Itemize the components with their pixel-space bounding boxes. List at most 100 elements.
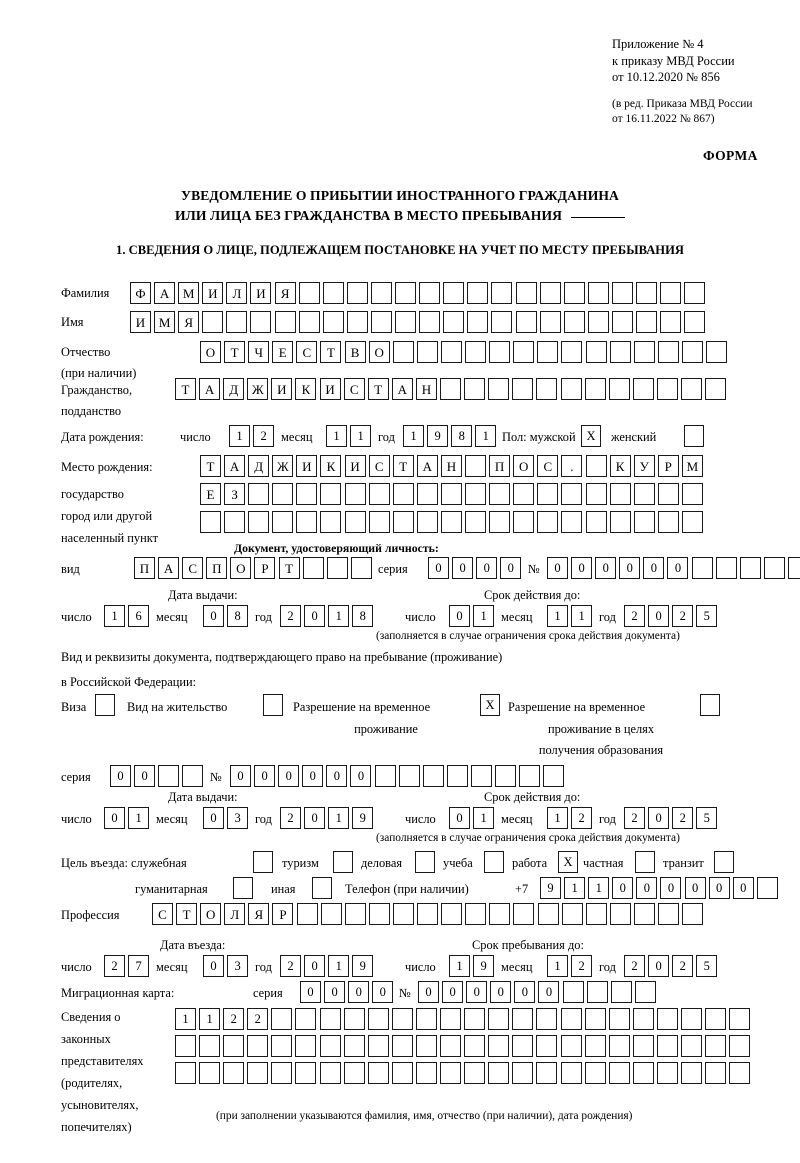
char-cell[interactable] [536, 1008, 558, 1030]
char-cell[interactable] [415, 1035, 437, 1057]
char-cell[interactable]: 2 [672, 807, 694, 829]
purpose-business-checkbox[interactable] [415, 851, 435, 873]
char-cell[interactable] [271, 1062, 293, 1084]
char-cell[interactable] [660, 311, 682, 333]
char-cell[interactable]: Л [226, 282, 248, 304]
char-cell[interactable] [415, 1062, 437, 1084]
char-cell[interactable] [247, 1035, 269, 1057]
char-cell[interactable]: И [319, 378, 341, 400]
char-cell[interactable] [489, 903, 511, 925]
char-cell[interactable] [368, 903, 390, 925]
char-cell[interactable]: 0 [449, 807, 470, 829]
char-cell[interactable]: М [681, 455, 703, 477]
char-cell[interactable] [199, 1035, 221, 1057]
temp-edu-checkbox[interactable] [700, 694, 720, 716]
char-cell[interactable] [443, 311, 465, 333]
char-cell[interactable] [680, 378, 702, 400]
char-cell[interactable]: 0 [619, 557, 641, 579]
char-cell[interactable]: О [230, 557, 252, 579]
char-cell[interactable] [415, 1008, 437, 1030]
char-cell[interactable]: М [178, 282, 200, 304]
char-cell[interactable] [419, 282, 441, 304]
char-cell[interactable]: 0 [660, 877, 682, 899]
char-cell[interactable]: З [224, 483, 246, 505]
char-cell[interactable]: 0 [612, 877, 634, 899]
char-cell[interactable] [271, 1008, 293, 1030]
char-cell[interactable] [344, 483, 366, 505]
char-cell[interactable]: 6 [128, 605, 150, 627]
char-cell[interactable] [250, 311, 272, 333]
char-cell[interactable] [787, 557, 800, 579]
char-cell[interactable] [443, 282, 465, 304]
char-cell[interactable]: 0 [300, 981, 321, 1003]
char-cell[interactable] [705, 1008, 727, 1030]
char-cell[interactable]: Р [254, 557, 276, 579]
char-cell[interactable]: О [200, 341, 221, 363]
char-cell[interactable] [512, 378, 534, 400]
char-cell[interactable]: Т [224, 341, 246, 363]
char-cell[interactable] [441, 903, 463, 925]
char-cell[interactable] [691, 557, 713, 579]
char-cell[interactable]: Т [278, 557, 300, 579]
char-cell[interactable]: 0 [500, 557, 522, 579]
char-cell[interactable]: 1 [473, 605, 495, 627]
char-cell[interactable] [488, 1062, 510, 1084]
char-cell[interactable] [392, 483, 414, 505]
char-cell[interactable] [584, 378, 606, 400]
char-cell[interactable]: Р [272, 903, 294, 925]
char-cell[interactable] [657, 511, 679, 533]
char-cell[interactable] [608, 1008, 630, 1030]
char-cell[interactable] [657, 483, 679, 505]
char-cell[interactable] [611, 311, 633, 333]
char-cell[interactable]: С [368, 455, 390, 477]
char-cell[interactable] [467, 311, 489, 333]
char-cell[interactable]: 0 [304, 605, 326, 627]
char-cell[interactable]: 2 [571, 955, 593, 977]
char-cell[interactable]: К [609, 455, 631, 477]
char-cell[interactable]: И [296, 455, 318, 477]
char-cell[interactable] [609, 903, 631, 925]
char-cell[interactable]: А [391, 378, 413, 400]
char-cell[interactable]: 0 [466, 981, 488, 1003]
char-cell[interactable] [536, 1035, 558, 1057]
char-cell[interactable] [680, 1062, 702, 1084]
char-cell[interactable] [247, 1062, 269, 1084]
purpose-tourism-checkbox[interactable] [333, 851, 353, 873]
visa-checkbox[interactable] [95, 694, 115, 716]
char-cell[interactable] [608, 1062, 630, 1084]
char-cell[interactable]: 3 [227, 807, 249, 829]
char-cell[interactable] [512, 1062, 534, 1084]
char-cell[interactable] [417, 903, 439, 925]
char-cell[interactable] [391, 1035, 413, 1057]
char-cell[interactable]: 0 [643, 557, 665, 579]
char-cell[interactable]: М [154, 311, 176, 333]
char-cell[interactable]: 0 [350, 765, 372, 787]
char-cell[interactable]: 3 [227, 955, 249, 977]
char-cell[interactable] [326, 557, 348, 579]
char-cell[interactable] [611, 282, 633, 304]
char-cell[interactable]: 1 [449, 955, 470, 977]
char-cell[interactable]: 2 [624, 807, 645, 829]
char-cell[interactable]: 1 [175, 1008, 196, 1030]
char-cell[interactable]: Я [248, 903, 270, 925]
char-cell[interactable] [537, 483, 559, 505]
char-cell[interactable]: 9 [352, 955, 374, 977]
char-cell[interactable]: 0 [514, 981, 536, 1003]
char-cell[interactable] [391, 1062, 413, 1084]
char-cell[interactable] [465, 511, 487, 533]
char-cell[interactable]: О [513, 455, 535, 477]
char-cell[interactable]: 1 [104, 605, 125, 627]
char-cell[interactable]: 9 [427, 425, 449, 447]
char-cell[interactable] [633, 483, 655, 505]
char-cell[interactable] [392, 341, 414, 363]
char-cell[interactable]: 1 [475, 425, 497, 447]
